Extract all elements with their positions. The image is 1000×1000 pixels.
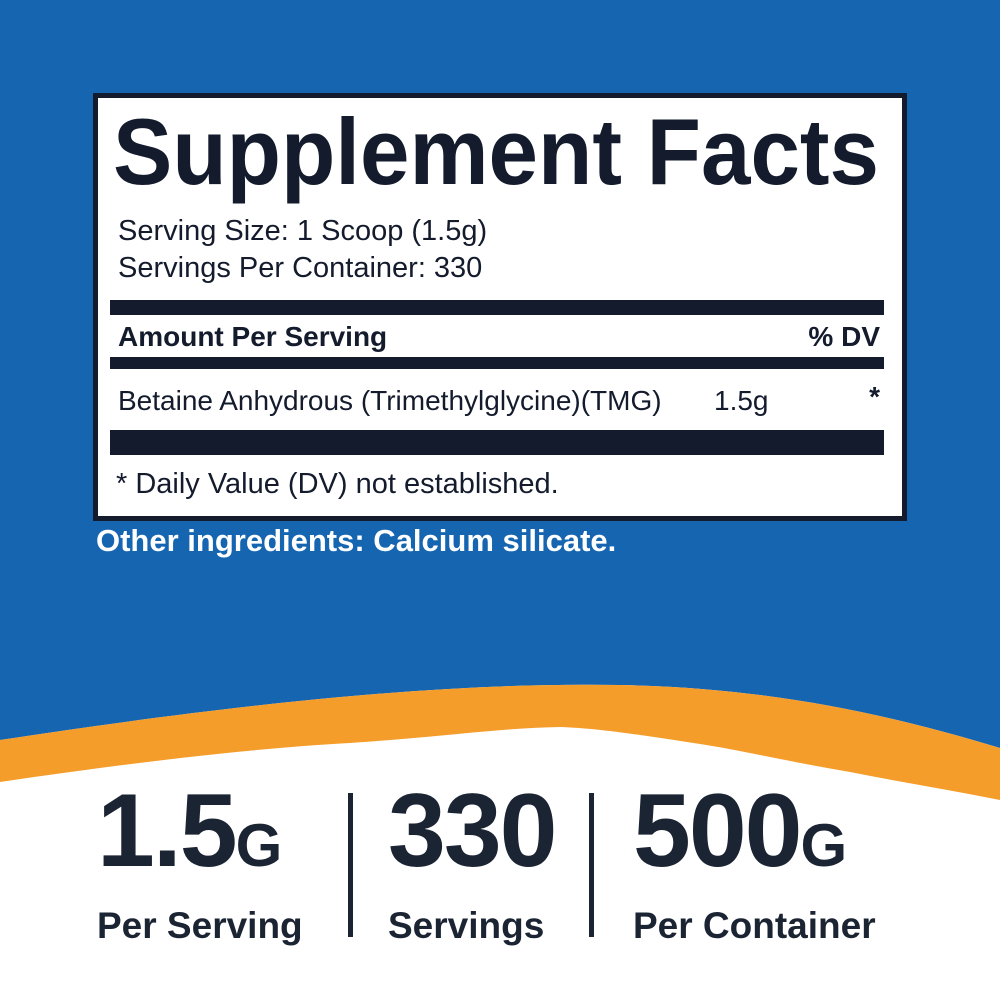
stat-label: Per Container: [633, 905, 876, 946]
ingredient-row: Betaine Anhydrous (Trimethylglycine)(TMG…: [118, 381, 882, 419]
divider-bar-thick-top: [110, 300, 884, 315]
blue-curve-shape: [0, 640, 1000, 748]
ingredient-amount: 1.5g: [714, 385, 769, 416]
orange-wave-band: [0, 640, 1000, 800]
divider-bar-thick-bottom: [110, 430, 884, 455]
percent-dv-label: % DV: [808, 321, 880, 352]
panel-title: Supplement Facts: [113, 99, 879, 204]
serving-size-text: Serving Size: 1 Scoop (1.5g): [118, 215, 488, 247]
other-ingredients-text: Other ingredients: Calcium silicate.: [96, 523, 617, 558]
divider-bar-thin: [110, 357, 884, 369]
panel-title-graphic: Supplement Facts: [113, 99, 879, 204]
dv-footnote: * Daily Value (DV) not established.: [116, 468, 559, 500]
ingredient-dv-asterisk: *: [869, 381, 880, 412]
amount-per-serving-label: Amount Per Serving: [118, 321, 388, 352]
ingredient-name: Betaine Anhydrous (Trimethylglycine)(TMG…: [118, 385, 662, 416]
stat-label: Servings: [388, 905, 545, 946]
servings-per-container-text: Servings Per Container: 330: [118, 252, 483, 284]
supplement-facts-panel: Supplement Facts Serving Size: 1 Scoop (…: [93, 93, 907, 521]
stat-label: Per Serving: [97, 905, 303, 946]
orange-brush-shape: [0, 684, 1000, 800]
amount-header-row: Amount Per Serving % DV: [118, 320, 882, 354]
